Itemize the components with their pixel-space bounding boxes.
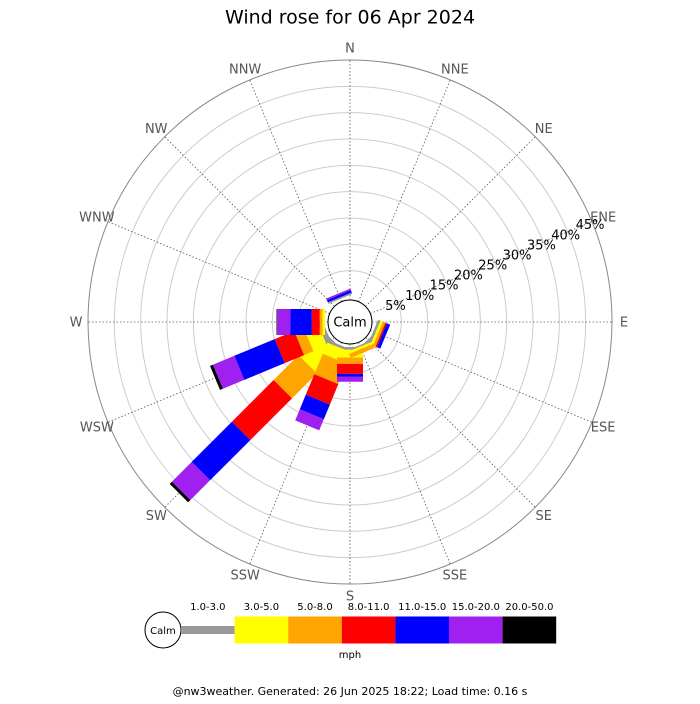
r-tick-label: 20%	[454, 269, 483, 284]
spoke	[370, 330, 593, 423]
spoke	[365, 337, 536, 508]
bar-segment	[322, 309, 325, 335]
direction-label: NW	[145, 122, 168, 137]
legend-swatch	[288, 616, 342, 644]
r-tick-label: 35%	[527, 238, 556, 253]
legend-swatch	[234, 616, 289, 644]
bar-segment	[277, 309, 291, 335]
direction-label: WSW	[80, 420, 114, 435]
legend-label: 15.0-20.0	[452, 602, 500, 613]
spoke	[358, 79, 451, 302]
r-tick-label: 40%	[551, 228, 580, 243]
bar-segment	[311, 309, 320, 335]
legend-label: 1.0-3.0	[190, 602, 225, 613]
legend-calm-label: Calm	[150, 626, 176, 637]
bar-segment	[290, 309, 312, 335]
bar-segment	[375, 322, 387, 348]
grid-ring	[271, 243, 429, 401]
spoke	[370, 221, 593, 314]
direction-label: NNW	[229, 62, 261, 77]
direction-label: W	[70, 316, 83, 331]
grid-ring	[87, 59, 613, 585]
direction-label: ESE	[591, 420, 616, 435]
bar-segment	[276, 309, 278, 335]
direction-label: WNW	[79, 211, 115, 226]
r-tick-label: 45%	[576, 218, 605, 233]
legend-swatch	[502, 616, 557, 644]
legend-label: 3.0-5.0	[244, 602, 279, 613]
r-tick-label: 5%	[385, 299, 406, 314]
bar-segment	[376, 323, 391, 349]
bar-segment	[273, 355, 317, 399]
direction-label: SE	[536, 509, 552, 524]
r-tick-label: 30%	[503, 248, 532, 263]
legend-swatch	[395, 616, 449, 644]
bar-segment	[337, 376, 363, 382]
spoke	[358, 342, 451, 565]
calm-label: Calm	[333, 316, 366, 331]
legend-label: 8.0-11.0	[348, 602, 390, 613]
legend-unit: mph	[339, 650, 361, 661]
bar-segment	[319, 309, 323, 335]
r-tick-label: 25%	[478, 259, 507, 274]
legend-swatch	[341, 616, 396, 644]
bar-segment	[370, 320, 383, 346]
grid-ring	[140, 112, 560, 532]
bar-segment	[305, 374, 339, 405]
bar-segment	[212, 355, 245, 389]
bar-segment	[171, 461, 211, 501]
bar-segment	[234, 339, 285, 380]
bar-segment	[231, 380, 292, 441]
chart-title: Wind rose for 06 Apr 2024	[225, 7, 475, 29]
bar-segment	[299, 394, 330, 420]
direction-label: E	[620, 316, 628, 331]
footer: @nw3weather. Generated: 26 Jun 2025 18:2…	[173, 685, 528, 698]
bar-segment	[337, 373, 363, 377]
direction-label: SW	[146, 509, 167, 524]
legend-label: 5.0-8.0	[297, 602, 332, 613]
bar-segment	[327, 292, 353, 304]
bar-segment	[210, 364, 223, 390]
bar-segment	[337, 357, 363, 364]
direction-label: NE	[535, 122, 553, 137]
legend: Calm 1.0-3.0 3.0-5.0 5.0-8.0 8.0-11.0 11.0-15…	[144, 602, 557, 661]
bar-segment	[274, 331, 305, 364]
bar-segment	[191, 421, 251, 481]
legend-label: 11.0-15.0	[398, 602, 446, 613]
legend-label: 20.0-50.0	[505, 602, 553, 613]
legend-swatch	[449, 616, 503, 644]
spoke	[164, 136, 335, 307]
grid-ring	[219, 191, 481, 453]
bar-segment	[349, 344, 375, 358]
direction-label: SSE	[442, 569, 467, 584]
direction-label: N	[345, 42, 355, 57]
calm-circle	[327, 299, 373, 345]
bar-segment	[326, 290, 352, 303]
direction-label: S	[346, 590, 354, 605]
bar-segment	[295, 409, 324, 431]
legend-swatch	[181, 626, 235, 634]
direction-label: SSW	[230, 569, 260, 584]
bar-segment	[337, 363, 363, 374]
spoke	[249, 79, 342, 302]
bar-segment	[326, 288, 351, 300]
spoke	[107, 221, 330, 314]
r-tick-label: 15%	[430, 279, 459, 294]
direction-label: NNE	[441, 62, 469, 77]
bar-segment	[373, 321, 386, 347]
direction-label: ENE	[590, 211, 616, 226]
r-tick-label: 10%	[405, 289, 434, 304]
spoke	[365, 136, 536, 307]
bars: Calm	[169, 288, 391, 503]
grid-ring	[192, 164, 508, 480]
bar-segment	[169, 481, 191, 503]
